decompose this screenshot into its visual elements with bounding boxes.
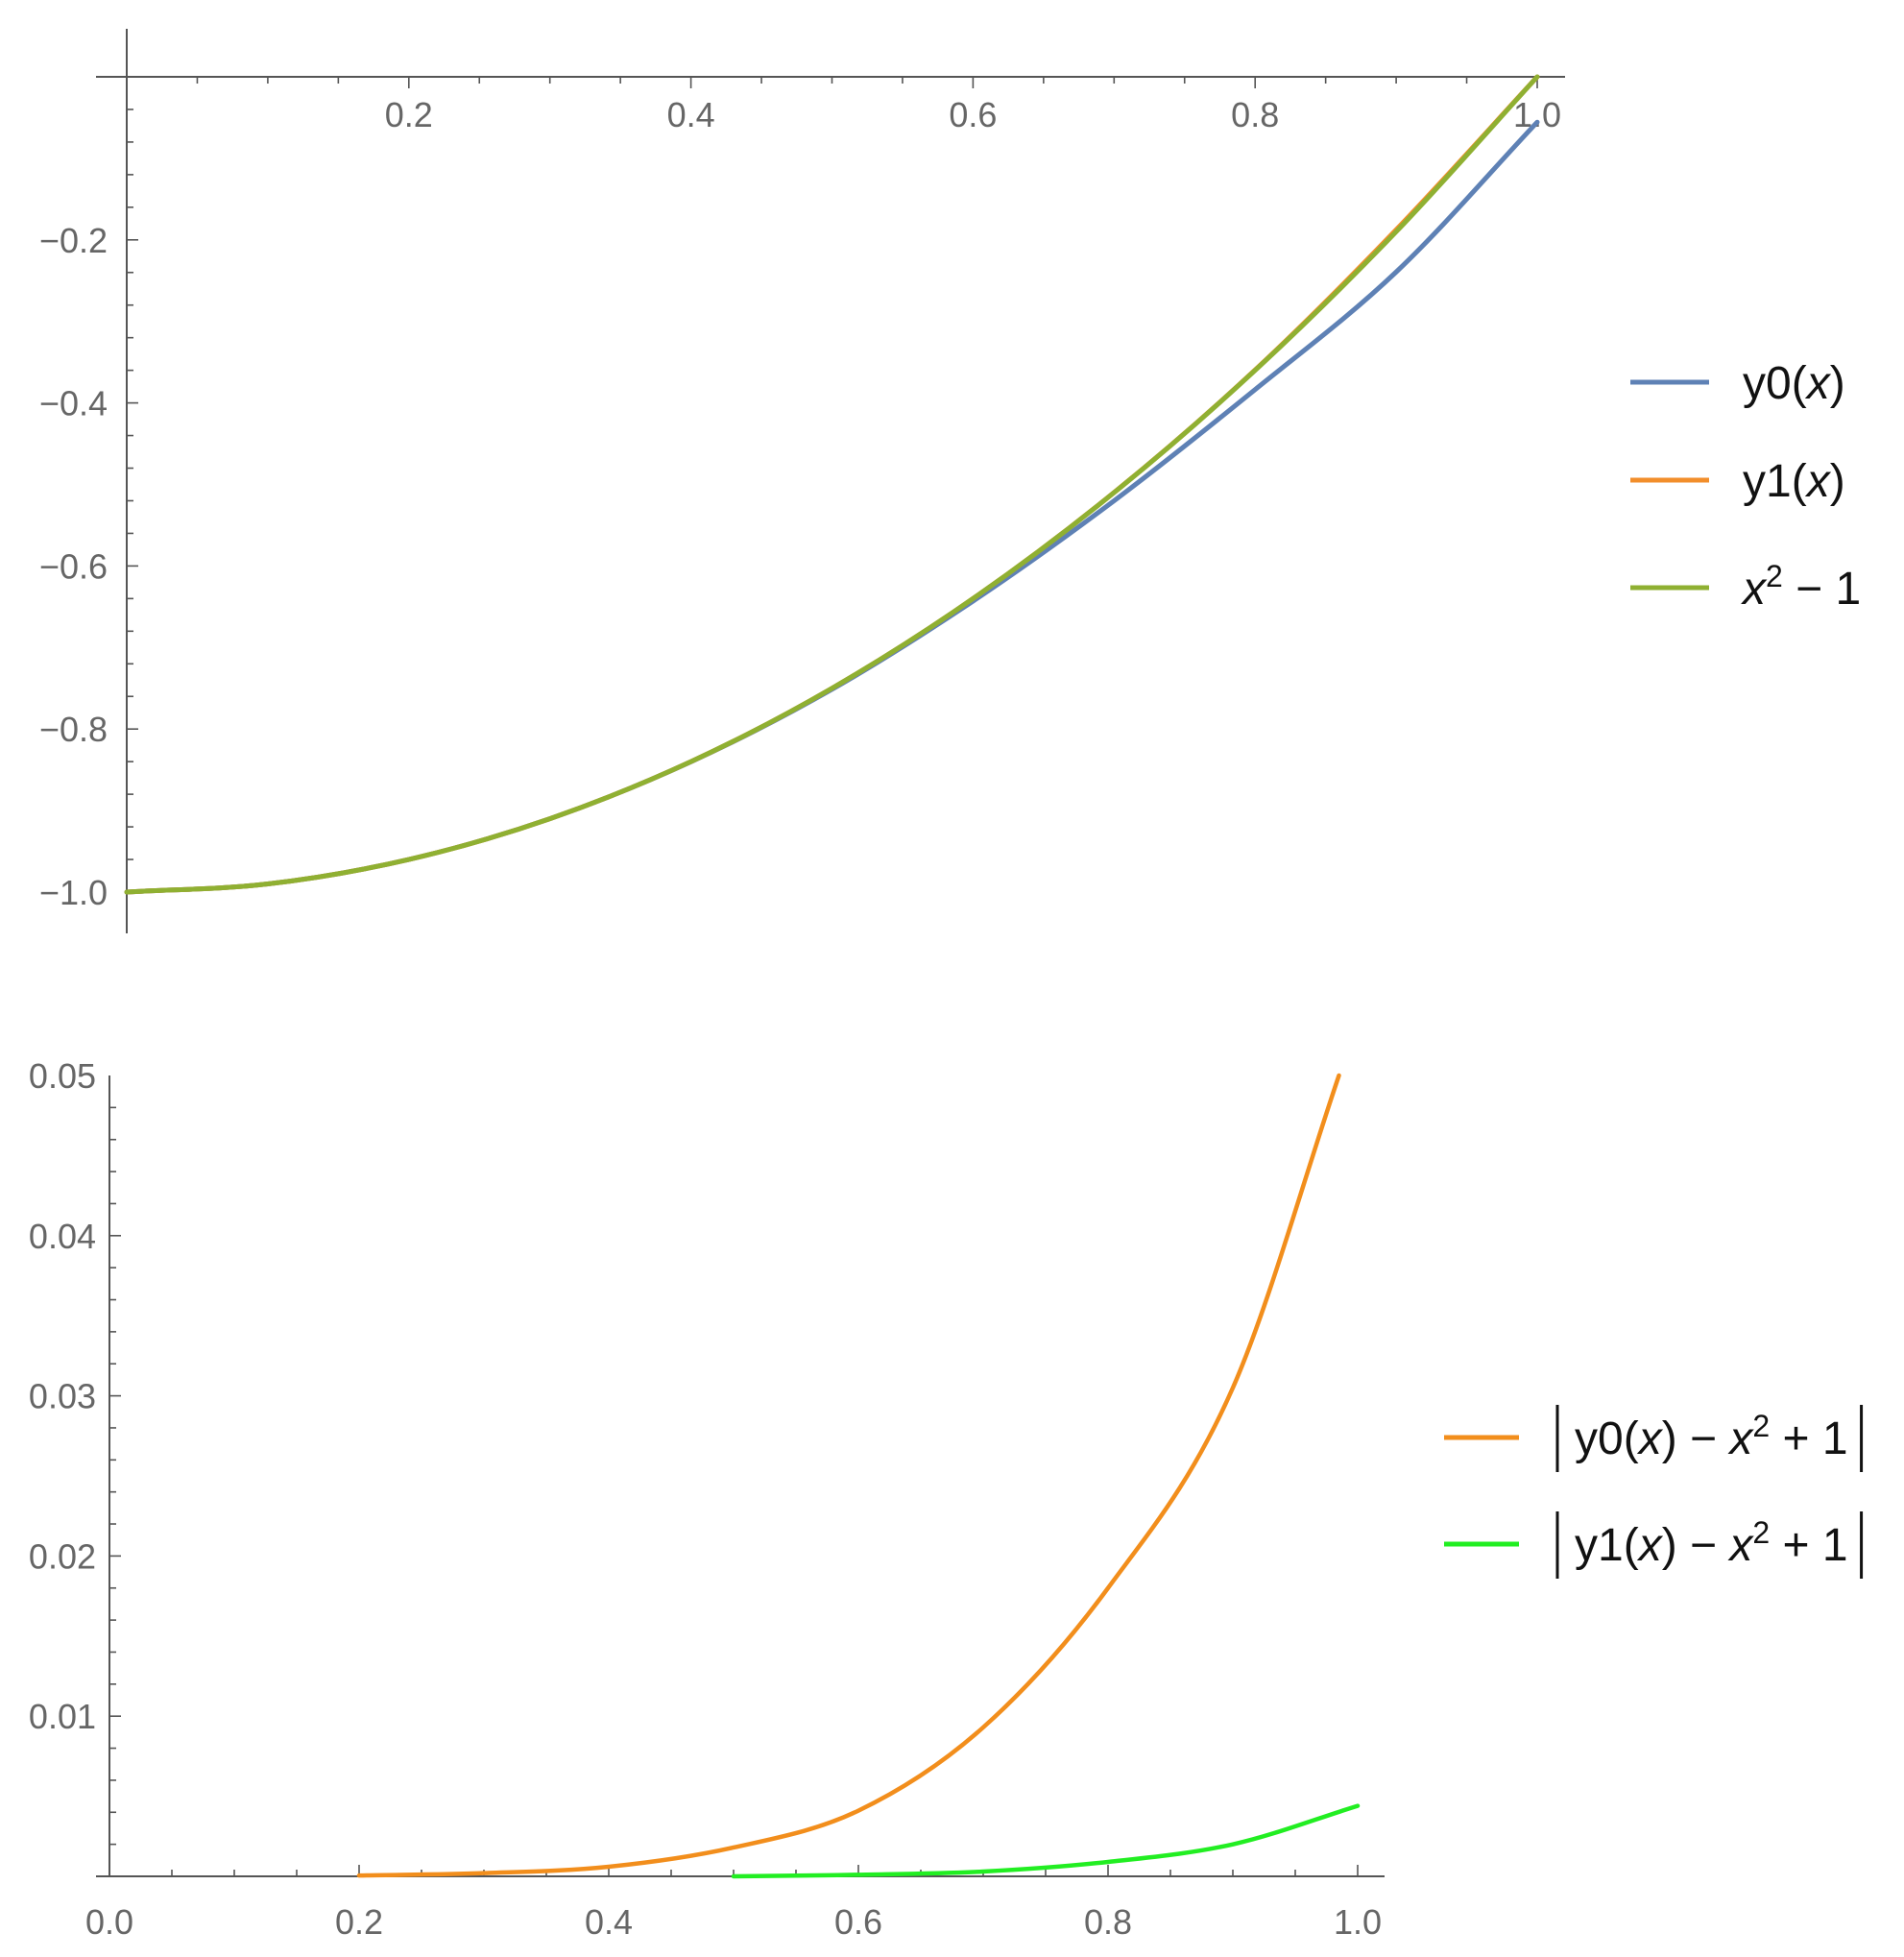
bottom-x-tick-label: 0.0 [85,1902,133,1942]
bottom-y-tick-label: 0.05 [29,1056,96,1096]
bottom-y-tick-label: 0.01 [29,1697,96,1736]
bottom-y-tick-label: 0.02 [29,1536,96,1576]
bottom-x-tick-label: 0.4 [585,1902,633,1942]
bottom-x-tick-label: 1.0 [1334,1902,1382,1942]
top-x-tick-label: 0.4 [667,95,715,134]
bottom-x-tick-label: 0.2 [335,1902,383,1942]
top-plot: 0.2 0.4 0.6 0.8 1.0 −1.0 −0.8 −0.6 −0.4 −0.2 [39,29,1565,933]
bottom-legend-label-1: y1(x) − x2 + 1 [1575,1515,1848,1571]
bottom-y-tick-label: 0.03 [29,1377,96,1416]
top-series-line-1 [124,74,1540,895]
bottom-plot: 0.0 0.2 0.4 0.6 0.8 1.0 0.01 0.02 0.03 0.04 0.05 [29,1056,1385,1942]
top-series-line-2 [124,74,1540,895]
top-legend-label-0: y0(x) [1743,358,1845,409]
bottom-legend-label-0: y0(x) − x2 + 1 [1575,1409,1848,1464]
top-x-tick-label: 0.6 [949,95,997,134]
bottom-series-line-1 [731,1803,1361,1879]
top-legend-label-2: x2 − 1 [1741,559,1861,615]
top-series-line-0 [124,119,1540,895]
top-x-tick-label: 0.8 [1231,95,1279,134]
bottom-legend: y0(x) − x2 + 1 y1(x) − x2 + 1 [1444,1405,1864,1579]
bottom-x-tick-label: 0.8 [1084,1902,1132,1942]
top-y-tick-label: −0.4 [39,384,108,423]
bottom-y-tick-label: 0.04 [29,1217,96,1256]
top-y-tick-label: −0.2 [39,221,108,260]
bottom-series-line-0 [356,1073,1341,1878]
top-y-tick-label: −0.8 [39,710,108,749]
bottom-x-tick-label: 0.6 [834,1902,882,1942]
top-y-tick-label: −0.6 [39,546,108,586]
top-legend: y0(x) y1(x) x2 − 1 [1630,358,1861,615]
top-y-tick-label: −1.0 [39,873,108,912]
top-x-tick-label: 1.0 [1513,95,1561,134]
top-x-tick-label: 0.2 [385,95,433,134]
top-legend-label-1: y1(x) [1743,456,1845,507]
